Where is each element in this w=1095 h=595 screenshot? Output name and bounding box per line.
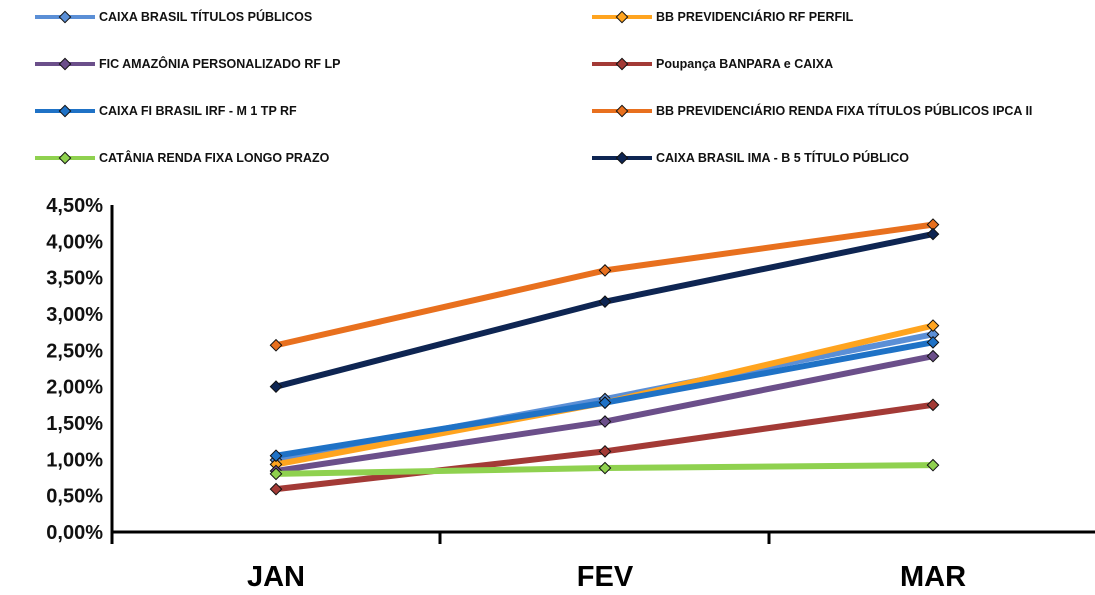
y-tick-label: 1,50%: [46, 413, 103, 435]
legend: CAIXA BRASIL TÍTULOS PÚBLICOS BB PREVIDEN…: [35, 9, 1032, 165]
y-tick-label: 4,00%: [46, 231, 103, 253]
data-point: [269, 338, 283, 352]
legend-item: BB PREVIDENCIÁRIO RF PERFIL: [592, 9, 854, 24]
x-tick-label: FEV: [577, 561, 634, 590]
data-point: [269, 449, 283, 463]
data-point: [926, 218, 940, 231]
series-line: [269, 335, 940, 463]
legend-marker: [58, 57, 72, 71]
legend-label: BB PREVIDENCIÁRIO RENDA FIXA TÍTULOS PÚB…: [656, 103, 1032, 118]
legend-marker: [58, 104, 72, 118]
data-point: [926, 319, 940, 332]
data-point: [269, 467, 283, 481]
legend-item: FIC AMAZÔNIA PERSONALIZADO RF LP: [35, 56, 340, 71]
legend-label: CATÂNIA RENDA FIXA LONGO PRAZO: [99, 150, 330, 165]
series-path: [273, 221, 936, 349]
data-point: [598, 461, 612, 475]
y-tick-label: 2,00%: [46, 377, 103, 399]
data-point: [926, 458, 940, 472]
legend-marker: [58, 10, 72, 24]
series-line: [269, 227, 940, 394]
y-tick-label: 2,50%: [46, 340, 103, 362]
legend-marker: [615, 10, 629, 24]
data-point: [598, 295, 612, 309]
legend-item: BB PREVIDENCIÁRIO RENDA FIXA TÍTULOS PÚB…: [592, 103, 1032, 118]
data-point: [926, 327, 940, 341]
series-path: [273, 231, 936, 390]
data-point: [269, 380, 283, 394]
y-tick-label: 0,50%: [46, 486, 103, 508]
legend-item: CAIXA FI BRASIL IRF - M 1 TP RF: [35, 104, 297, 118]
legend-marker: [615, 151, 629, 165]
x-axis-labels: JAN FEV MAR: [247, 561, 966, 593]
data-point: [926, 335, 940, 349]
x-tick-label: MAR: [900, 561, 966, 590]
series-lines: [269, 218, 940, 496]
legend-item: CATÂNIA RENDA FIXA LONGO PRAZO: [35, 150, 330, 165]
legend-label: BB PREVIDENCIÁRIO RF PERFIL: [656, 9, 854, 24]
data-point: [598, 444, 612, 458]
legend-marker: [615, 104, 629, 118]
data-point: [598, 415, 612, 428]
axes: [110, 205, 1095, 544]
legend-marker: [58, 151, 72, 165]
legend-item: Poupança BANPARA e CAIXA: [592, 57, 833, 71]
y-tick-label: 0,00%: [46, 522, 103, 544]
data-point: [926, 227, 940, 241]
legend-label: Poupança BANPARA e CAIXA: [656, 57, 833, 71]
y-tick-label: 3,00%: [46, 304, 103, 326]
x-tick-label: JAN: [247, 561, 305, 590]
series-line: [269, 458, 940, 481]
data-point: [269, 458, 283, 471]
y-tick-label: 1,00%: [46, 449, 103, 471]
data-point: [269, 482, 283, 496]
series-line: [269, 218, 940, 352]
legend-label: FIC AMAZÔNIA PERSONALIZADO RF LP: [99, 56, 340, 71]
series-line: [269, 398, 940, 496]
y-axis-labels: 0,00% 0,50% 1,00% 1,50% 2,00% 2,50% 3,00% 3,50%…: [46, 195, 103, 544]
legend-label: CAIXA FI BRASIL IRF - M 1 TP RF: [99, 104, 297, 118]
data-point: [598, 264, 612, 277]
y-tick-label: 3,50%: [46, 268, 103, 290]
data-point: [926, 398, 940, 412]
legend-label: CAIXA BRASIL TÍTULOS PÚBLICOS: [99, 9, 312, 24]
series-line: [269, 349, 940, 478]
legend-item: CAIXA BRASIL IMA - B 5 TÍTULO PÚBLICO: [592, 150, 909, 165]
y-tick-label: 4,50%: [46, 195, 103, 217]
legend-marker: [615, 57, 629, 71]
data-point: [926, 349, 940, 363]
data-point: [598, 396, 612, 410]
legend-item: CAIXA BRASIL TÍTULOS PÚBLICOS: [35, 9, 312, 24]
legend-label: CAIXA BRASIL IMA - B 5 TÍTULO PÚBLICO: [656, 150, 909, 165]
